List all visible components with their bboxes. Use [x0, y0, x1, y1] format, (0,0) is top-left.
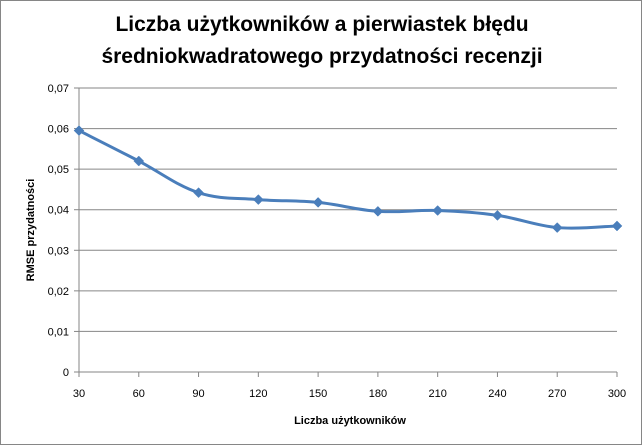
x-tick-label: 240	[488, 388, 506, 400]
data-point-marker	[551, 222, 563, 233]
y-tick-label: 0,02	[48, 286, 69, 298]
x-axis-tick-labels: 30 60 90 120 150 180 210 240 270 300	[73, 388, 626, 400]
y-tick-label: 0	[63, 367, 69, 379]
y-tick-label: 0,06	[48, 124, 69, 136]
data-point-marker	[611, 220, 623, 232]
x-tick-label: 300	[608, 388, 626, 400]
axes	[74, 87, 618, 377]
data-point-marker	[133, 155, 145, 167]
data-point-marker	[252, 194, 264, 205]
x-tick-label: 60	[133, 388, 145, 400]
chart-title-line-1: Liczba użytkowników a pierwiastek błędu	[115, 13, 528, 36]
data-point-marker	[73, 125, 85, 136]
y-tick-label: 0,05	[48, 164, 69, 176]
data-point-marker	[432, 205, 444, 216]
x-tick-label: 270	[548, 388, 566, 400]
y-axis-tick-labels: 0 0,01 0,02 0,03 0,04 0,05 0,06 0,07	[48, 83, 69, 379]
data-point-marker	[312, 197, 324, 208]
x-tick-label: 30	[73, 388, 85, 400]
gridlines	[79, 87, 617, 332]
y-tick-label: 0,04	[48, 205, 69, 217]
data-series	[73, 125, 623, 233]
series-line	[77, 129, 619, 230]
x-tick-label: 210	[428, 388, 446, 400]
y-axis-title: RMSE przydatności	[25, 179, 37, 282]
data-point-marker	[492, 210, 503, 221]
y-tick-label: 0,01	[48, 326, 69, 338]
x-tick-label: 120	[249, 388, 267, 400]
chart-title-line-2: średniokwadratowego przydatności recenzj…	[101, 45, 542, 68]
data-point-marker	[372, 205, 384, 217]
x-tick-label: 180	[369, 388, 387, 400]
x-tick-label: 90	[192, 388, 204, 400]
data-point-marker	[193, 187, 204, 199]
y-tick-label: 0,07	[48, 83, 69, 95]
x-axis-title: Liczba użytkowników	[294, 415, 406, 427]
x-tick-label: 150	[309, 388, 327, 400]
y-tick-label: 0,03	[48, 245, 69, 257]
